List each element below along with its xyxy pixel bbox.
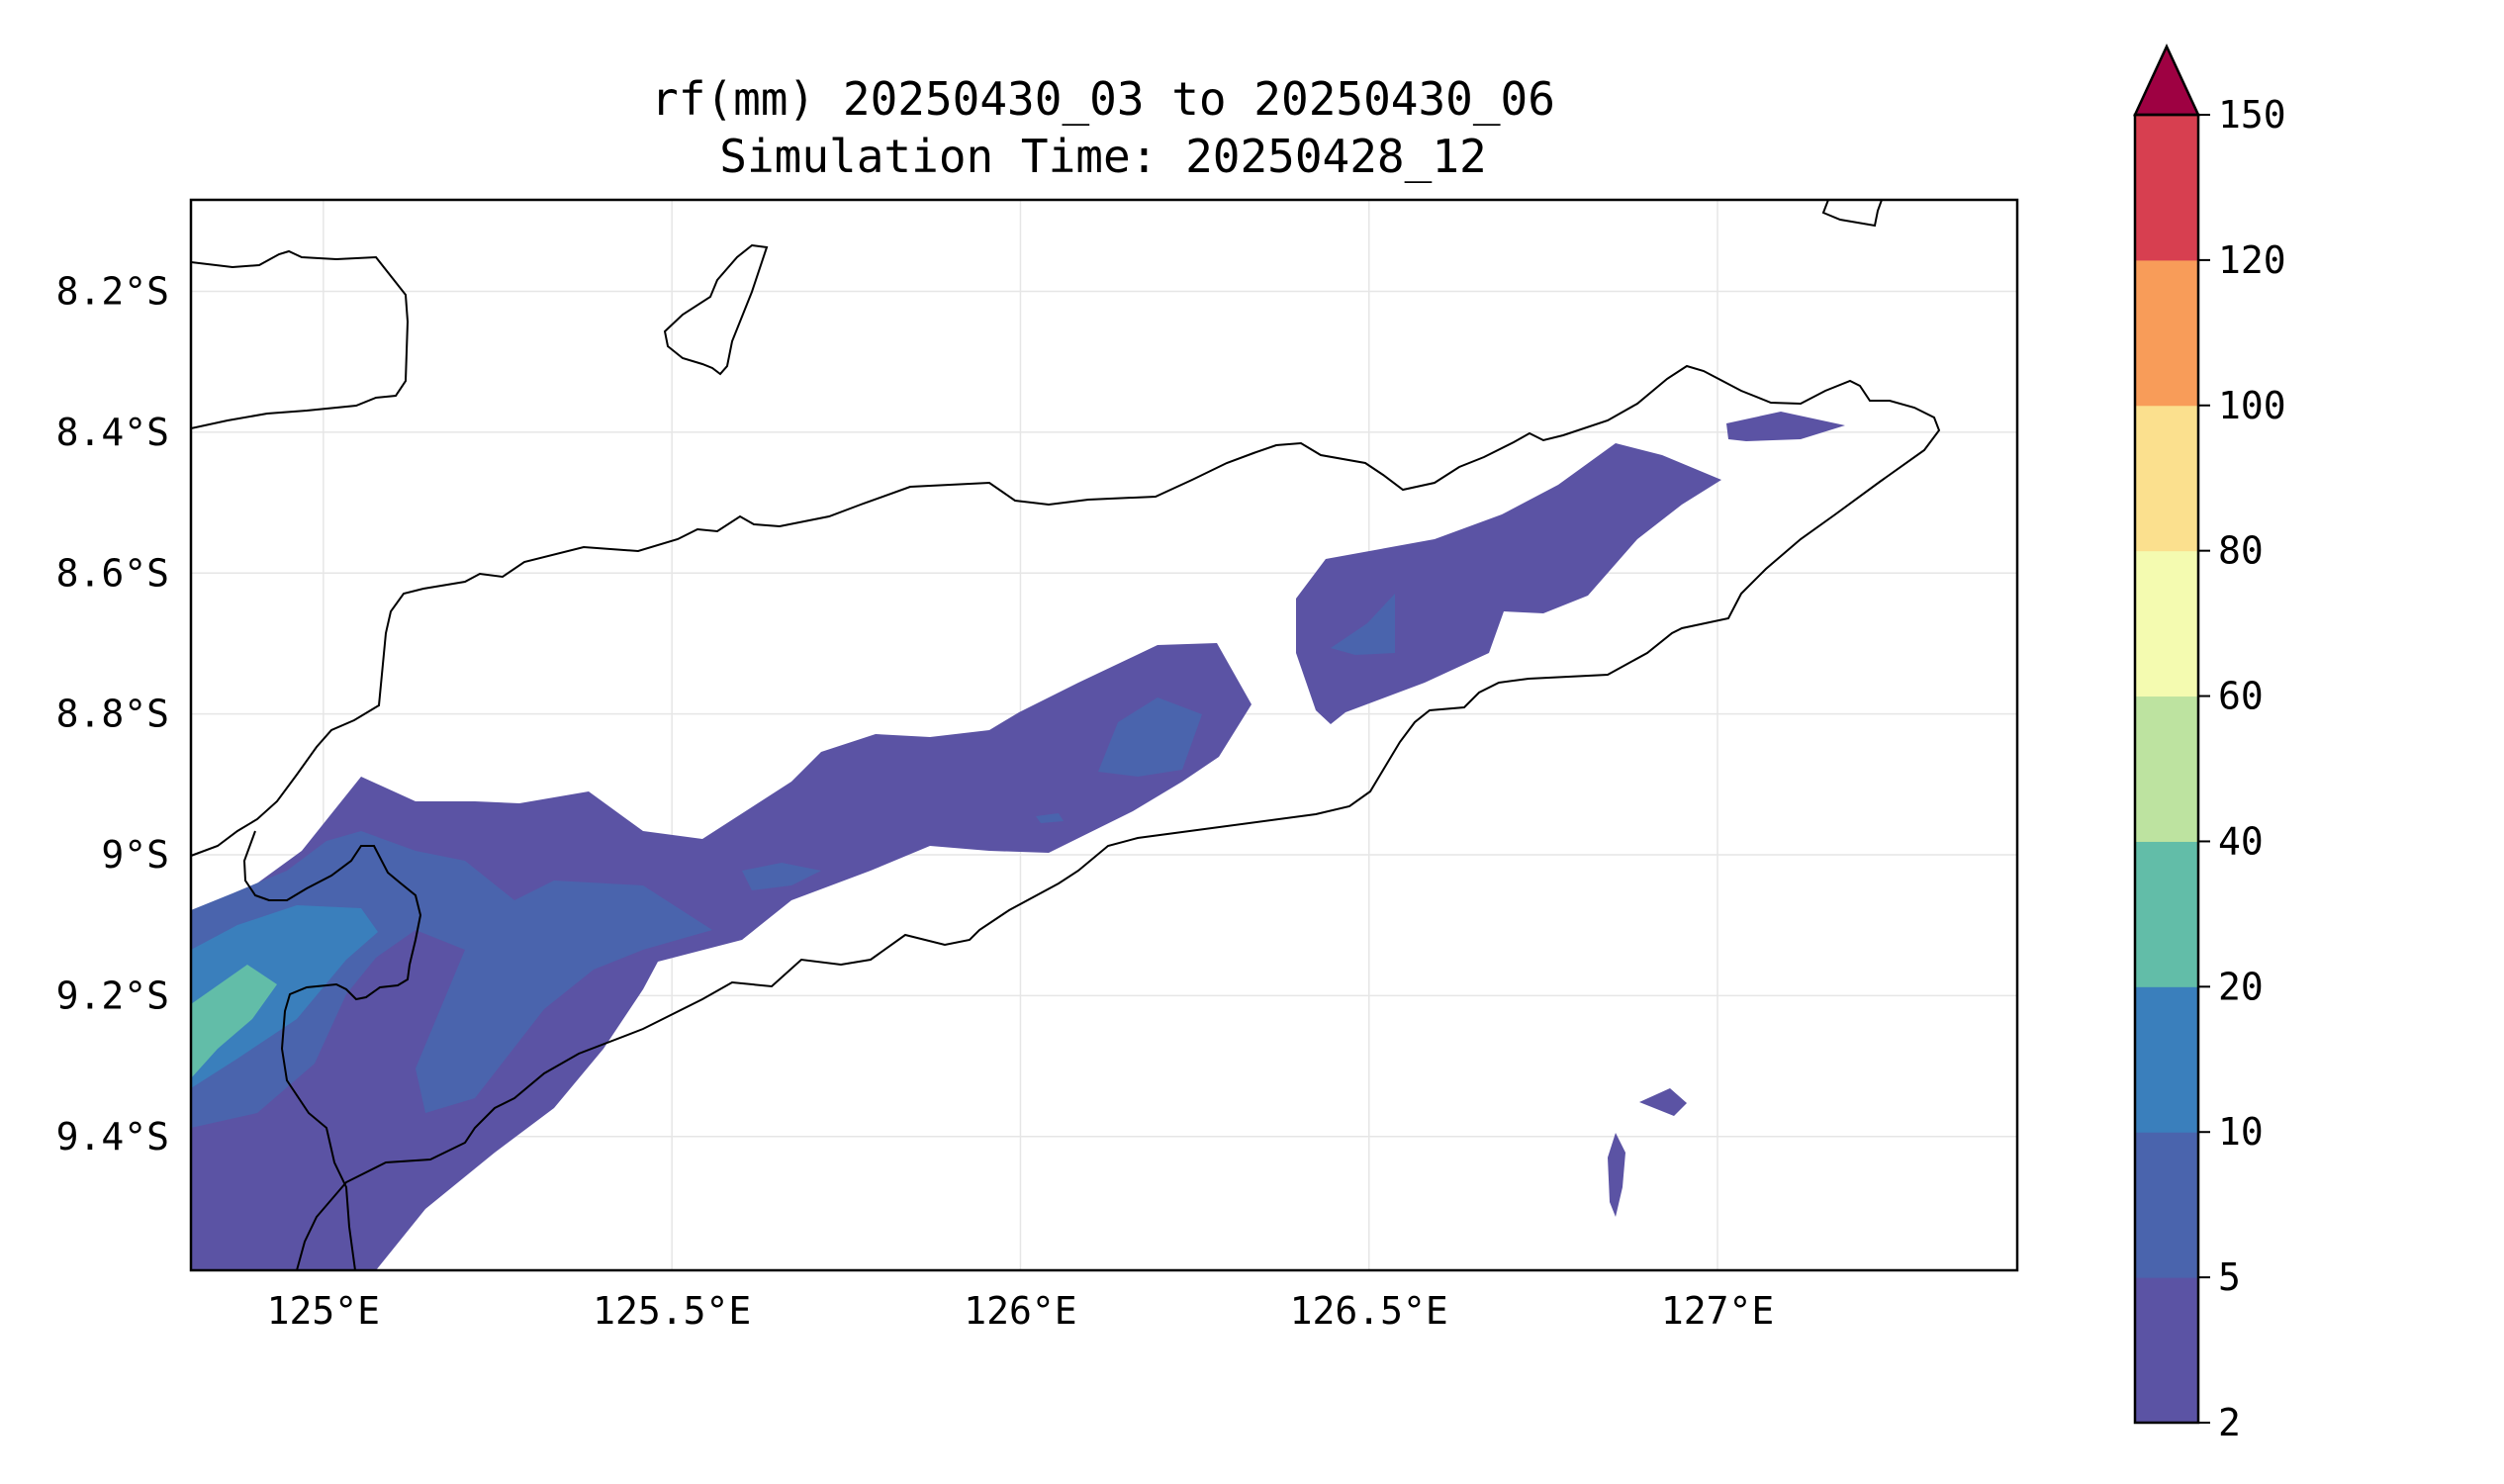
colorbar-tick-label: 60 (2218, 675, 2264, 718)
rain-contour-5-10mm-west (191, 831, 712, 1128)
rainfall-contours (191, 412, 1845, 1270)
colorbar-tick-label: 100 (2218, 384, 2286, 427)
rain-contour-5-10mm-mid (742, 863, 821, 890)
colorbar-tick-label: 40 (2218, 819, 2264, 863)
colorbar-segment (2135, 550, 2198, 697)
colorbar-tick-label: 120 (2218, 238, 2286, 282)
coastline-atauro (663, 243, 769, 376)
x-tick-label: 126.5°E (1290, 1289, 1448, 1333)
colorbar-outline (2133, 113, 2200, 1425)
figure-title-line1: rf(mm) 20250430_03 to 20250430_06 (651, 72, 1555, 126)
colorbar-segment (2135, 115, 2198, 261)
map-panel: 125°E 125.5°E 126°E 126.5°E 127°E 8.2°S 8.4°S… (56, 198, 2019, 1333)
y-tick-label: 8.6°S (56, 551, 169, 595)
colorbar-tick-label: 150 (2218, 93, 2286, 137)
colorbar-tick-label: 5 (2218, 1255, 2241, 1299)
coastline-northeast-islet (1821, 200, 1883, 228)
y-tick-label: 8.2°S (56, 270, 169, 314)
colorbar-segment (2135, 1132, 2198, 1278)
colorbar-tick-label: 80 (2218, 529, 2264, 573)
y-axis-ticks: 8.2°S 8.4°S 8.6°S 8.8°S 9°S 9.2°S 9.4°S (56, 270, 169, 1159)
rain-contour-2-5mm-main (191, 643, 1252, 1270)
colorbar-segments (2135, 115, 2198, 1424)
rain-contour-2-5mm-islet-ne (1726, 412, 1845, 441)
colorbar-tick-label: 2 (2218, 1401, 2241, 1444)
rain-contour-2-5mm-islet-se2 (1608, 1133, 1625, 1217)
rain-contour-5-10mm-east (1331, 594, 1395, 655)
x-axis-ticks: 125°E 125.5°E 126°E 126.5°E 127°E (267, 1289, 1775, 1333)
colorbar-tick-label: 20 (2218, 965, 2264, 1008)
figure-title-line2: Simulation Time: 20250428_12 (719, 130, 1486, 183)
coastline-timor-north (191, 364, 1941, 1270)
colorbar-segment (2135, 259, 2198, 407)
y-tick-label: 9.4°S (56, 1115, 169, 1159)
colorbar-segment (2135, 986, 2198, 1133)
rain-contour-20-40mm (191, 965, 277, 1078)
y-tick-label: 9.2°S (56, 974, 169, 1017)
rain-contour-2-5mm-east (1296, 443, 1721, 724)
y-tick-label: 8.4°S (56, 411, 169, 454)
x-tick-label: 126°E (964, 1289, 1076, 1333)
colorbar-segment (2135, 696, 2198, 842)
colorbar-segment (2135, 405, 2198, 552)
colorbar-extend-max-triangle (2133, 44, 2200, 117)
coastline-alor (191, 249, 410, 429)
colorbar-tick-label: 10 (2218, 1110, 2264, 1154)
rain-contour-10-20mm (191, 905, 378, 1088)
x-tick-label: 125°E (267, 1289, 380, 1333)
rain-contour-2-5mm-islet-se1 (1639, 1088, 1687, 1116)
y-tick-label: 8.8°S (56, 693, 169, 736)
colorbar-ticks: 2 5 10 20 40 60 80 100 120 150 (2198, 93, 2286, 1444)
colorbar-segment (2135, 1277, 2198, 1424)
x-tick-label: 127°E (1661, 1289, 1774, 1333)
y-tick-label: 9°S (101, 833, 169, 877)
rain-contour-5-10mm-north (1098, 697, 1202, 777)
colorbar-segment (2135, 841, 2198, 987)
rain-contour-5-10mm-dot (1036, 813, 1064, 823)
coastlines (191, 200, 1941, 1270)
colorbar: 2 5 10 20 40 60 80 100 120 150 (2133, 44, 2286, 1444)
x-tick-label: 125.5°E (593, 1289, 751, 1333)
map-frame (189, 198, 2019, 1272)
coastline-border (242, 830, 422, 1270)
